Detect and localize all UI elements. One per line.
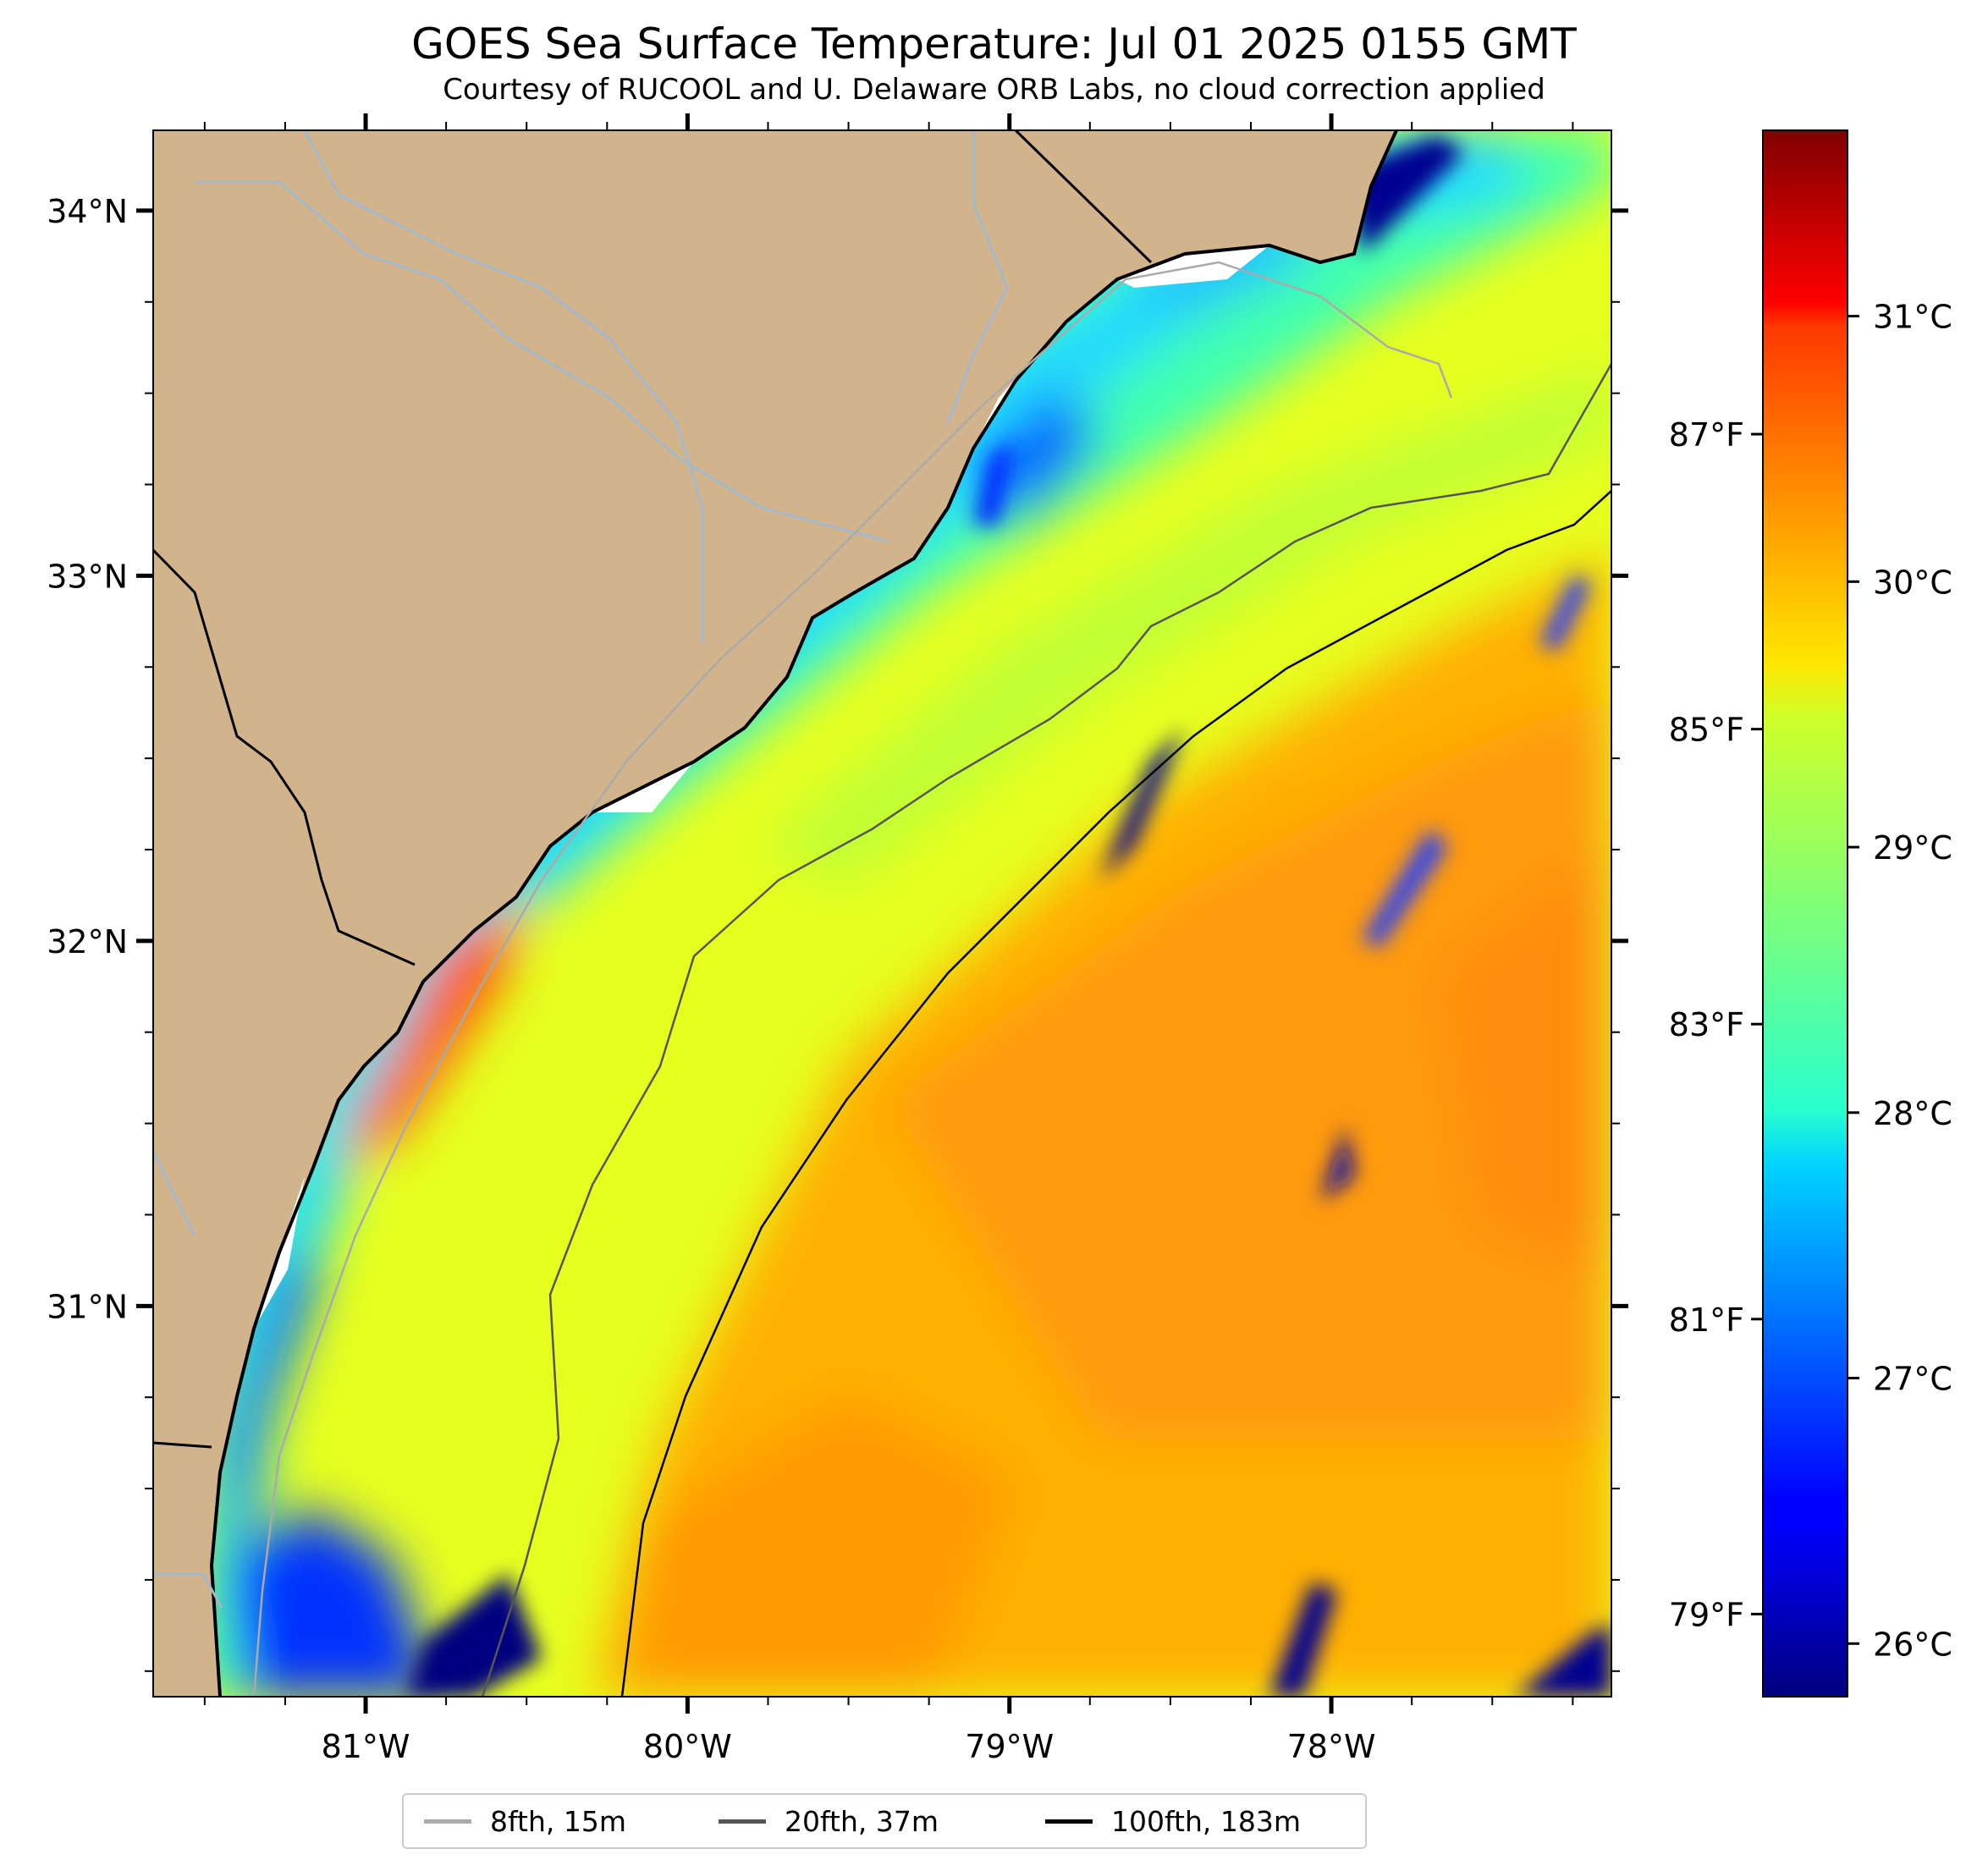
x-tick-label: 80°W: [643, 1728, 732, 1765]
legend-line-20fth: [719, 1819, 766, 1824]
colorbar: [1762, 129, 1848, 1698]
fahrenheit-tick-label: 79°F: [1669, 1596, 1744, 1633]
fahrenheit-tick-label: 83°F: [1669, 1006, 1744, 1043]
isobath-legend: 8fth, 15m 20fth, 37m 100fth, 183m: [402, 1793, 1367, 1849]
colorbar-ticks: 31°C 30°C 29°C 28°C 27°C 26°C 87°F 85°F 83°F 81°F…: [1669, 299, 1952, 1664]
state-border-sc-ga: [153, 548, 416, 966]
fahrenheit-tick-label: 87°F: [1669, 416, 1744, 454]
fahrenheit-tick-label: 81°F: [1669, 1301, 1744, 1339]
celsius-tick-label: 30°C: [1873, 564, 1952, 601]
legend-label-8fth: 8fth, 15m: [490, 1804, 627, 1838]
y-tick-label: 34°N: [47, 193, 128, 230]
y-tick-label: 33°N: [47, 558, 128, 595]
y-tick-label: 32°N: [47, 923, 128, 960]
map-axis-ticks: 81°W 80°W 79°W 78°W 34°N 33°N 32°N 31°N: [47, 113, 1628, 1765]
map-plot-area[interactable]: [153, 130, 1611, 1697]
legend-line-8fth: [424, 1819, 471, 1824]
state-border-nc-sc: [1014, 130, 1153, 264]
x-tick-label: 81°W: [322, 1728, 410, 1765]
map-subtitle: Courtesy of RUCOOL and U. Delaware ORB L…: [443, 73, 1545, 107]
celsius-tick-label: 27°C: [1873, 1361, 1952, 1398]
x-tick-label: 79°W: [965, 1728, 1054, 1765]
cold-spots: [406, 135, 1611, 1697]
celsius-tick-label: 31°C: [1873, 299, 1952, 336]
land-mass: [153, 130, 1396, 1697]
state-border-ga-fl: [153, 1441, 212, 1449]
rivers: [153, 130, 1009, 1609]
isobath-20fth: [481, 363, 1611, 1697]
legend-label-20fth: 20fth, 37m: [785, 1804, 939, 1838]
legend-item-8fth: 8fth, 15m: [424, 1795, 626, 1847]
isobath-100fth: [620, 490, 1611, 1697]
map-title: GOES Sea Surface Temperature: Jul 01 202…: [411, 19, 1577, 69]
isobath-8fth: [252, 261, 1453, 1697]
fahrenheit-tick-label: 85°F: [1669, 712, 1744, 749]
celsius-tick-label: 28°C: [1873, 1095, 1952, 1132]
legend-line-100fth: [1045, 1819, 1093, 1824]
legend-item-20fth: 20fth, 37m: [719, 1795, 939, 1847]
celsius-tick-label: 26°C: [1873, 1626, 1952, 1663]
legend-label-100fth: 100fth, 183m: [1111, 1804, 1301, 1838]
plot-frame: [152, 129, 1612, 1698]
x-tick-label: 78°W: [1287, 1728, 1376, 1765]
coastline: [209, 130, 1398, 1697]
y-tick-label: 31°N: [47, 1288, 128, 1325]
celsius-tick-label: 29°C: [1873, 829, 1952, 867]
legend-item-100fth: 100fth, 183m: [1045, 1795, 1301, 1847]
